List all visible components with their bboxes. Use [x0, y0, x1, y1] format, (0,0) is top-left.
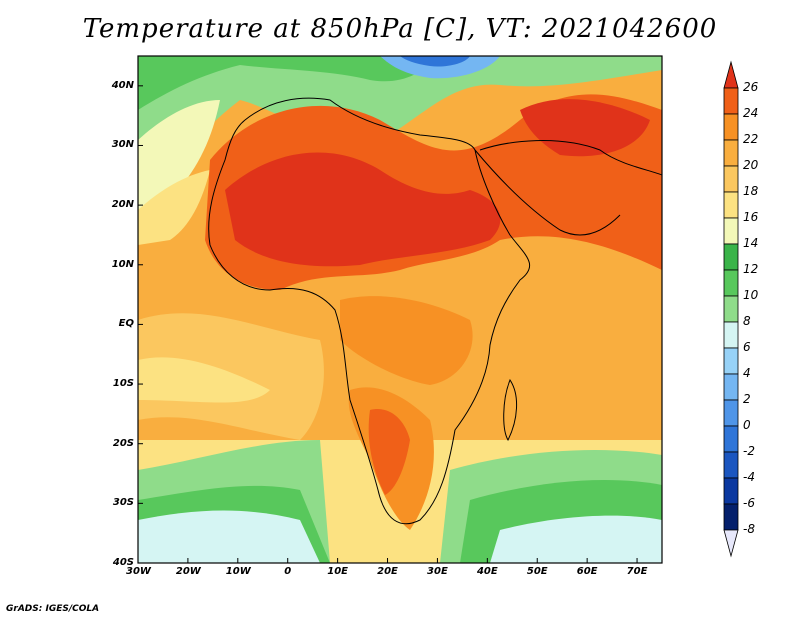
colorbar-swatch: [723, 191, 739, 219]
lat-tick-label: EQ: [118, 318, 134, 330]
lat-tick-label: 20S: [112, 437, 134, 449]
colorbar-swatch: [723, 399, 739, 427]
colorbar-level-label: 4: [743, 366, 751, 380]
lat-tick-label: 40S: [112, 557, 134, 568]
colorbar-level-label: 14: [743, 236, 759, 250]
field-atlantic-nw-16: [138, 170, 210, 245]
madagascar-coastline: [503, 378, 518, 442]
colorbar-swatch: [723, 139, 739, 167]
lon-tick-label: 30W: [126, 566, 151, 577]
colorbar-swatch: [723, 373, 739, 401]
colorbar-level-label: 8: [743, 314, 751, 328]
field-north-12: [138, 56, 440, 110]
lon-tick-label: 50E: [526, 566, 548, 577]
lon-tick-label: 0: [284, 566, 292, 577]
field-band-8-east: [490, 515, 662, 563]
colorbar-swatch: [723, 503, 739, 531]
lat-tick-label: 30N: [111, 139, 134, 151]
colorbar-level-label: -2: [743, 444, 755, 458]
colorbar-swatch: [723, 243, 739, 271]
colorbar-level-label: 6: [743, 340, 751, 354]
lon-tick-label: 30E: [427, 566, 448, 577]
chart-title: Temperature at 850hPa [C], VT: 202104260…: [82, 14, 718, 44]
lat-tick-label: 40N: [111, 79, 134, 91]
field-north-2: [380, 56, 500, 79]
colorbar-level-label: 24: [743, 106, 759, 120]
africa-coastline: [208, 97, 531, 525]
map-ticks: [137, 85, 638, 564]
colorbar-swatch: [723, 269, 739, 297]
colorbar-swatch: [723, 451, 739, 479]
lon-tick-label: 70E: [626, 566, 648, 577]
lon-tick-label: 40E: [476, 566, 498, 577]
colorbar-swatch: [723, 425, 739, 453]
colorbar-level-label: 0: [743, 418, 751, 432]
colorbar-level-label: 10: [743, 288, 759, 302]
colorbar-level-label: 18: [743, 184, 759, 198]
colorbar-swatch: [723, 113, 739, 141]
colorbar-level-label: 22: [743, 132, 759, 146]
colorbar-swatch: [723, 165, 739, 193]
colorbar-swatch: [723, 347, 739, 375]
footer-credit: GrADS: IGES/COLA: [6, 604, 100, 614]
field-south-24: [368, 409, 410, 495]
field-congo-22: [340, 296, 473, 385]
colorbar-level-label: 2: [743, 392, 751, 406]
colorbar-top-arrow: [723, 60, 739, 89]
lon-tick-label: 10W: [225, 566, 251, 577]
colorbar-level-label: 16: [743, 210, 759, 224]
field-arabia-26: [520, 99, 650, 157]
colorbar-level-label: -6: [743, 496, 755, 510]
colorbar-swatch: [723, 477, 739, 505]
colorbar-level-label: -4: [743, 470, 755, 484]
colorbar-level-label: -8: [743, 522, 755, 536]
field-atlantic-14: [138, 100, 220, 220]
lon-tick-label: 60E: [576, 566, 598, 577]
colorbar-swatch: [723, 321, 739, 349]
colorbar-swatch: [723, 295, 739, 323]
colorbar-swatch: [723, 217, 739, 245]
field-north-10: [138, 56, 662, 210]
colorbar-bottom-arrow: [723, 529, 739, 558]
field-band-8: [138, 510, 320, 563]
colorbar-level-label: 26: [743, 80, 759, 94]
field-sahara-26: [225, 152, 501, 267]
colorbar-swatch: [723, 87, 739, 115]
lon-tick-label: 20W: [175, 566, 201, 577]
map-frame: [137, 55, 663, 564]
colorbar-level-label: 12: [743, 262, 759, 276]
lat-tick-label: 10N: [111, 258, 134, 270]
arabia-coastline: [474, 140, 663, 236]
field-atlantic-16: [138, 357, 270, 403]
lat-tick-label: 20N: [111, 199, 134, 211]
colorbar: [723, 60, 739, 558]
lat-tick-label: 30S: [112, 497, 134, 509]
field-north-neg2: [400, 56, 470, 67]
lon-tick-label: 20E: [377, 566, 398, 577]
lat-tick-label: 10S: [112, 378, 134, 390]
colorbar-level-label: 20: [743, 158, 759, 172]
lon-tick-label: 10E: [327, 566, 348, 577]
